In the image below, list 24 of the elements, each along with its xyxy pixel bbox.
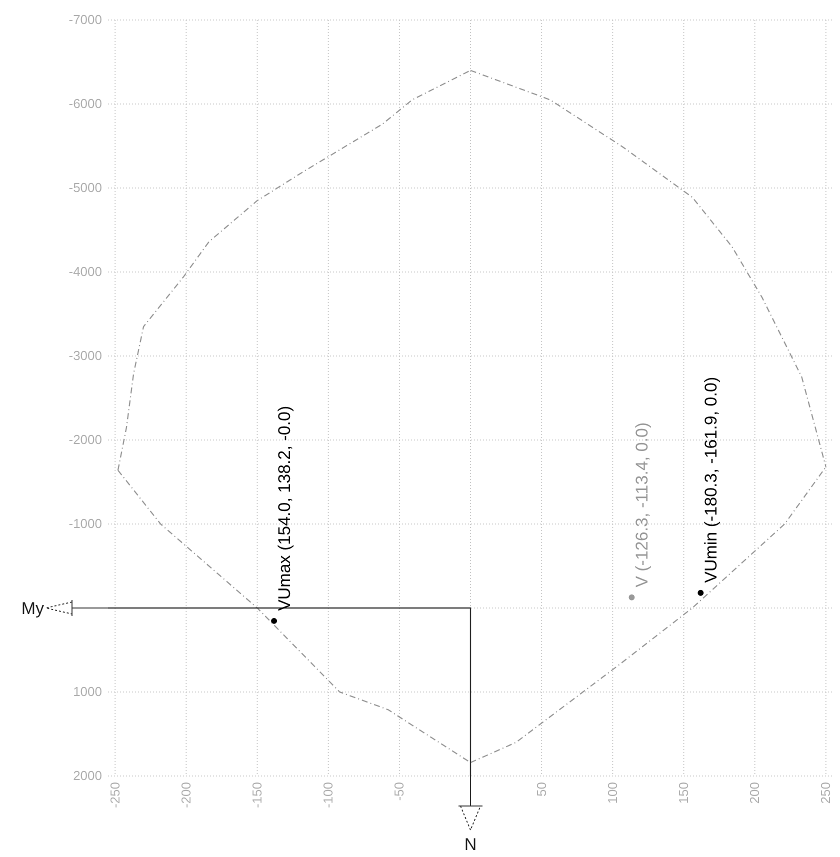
x-tick-label: 250 <box>818 782 834 804</box>
text: V (-126.3, -113.4, 0.0) <box>632 422 652 588</box>
x-tick-label: 50 <box>534 782 549 796</box>
x-tick-label: -100 <box>320 782 336 808</box>
x-tick-label: 150 <box>676 782 691 804</box>
x-tick-label: -150 <box>249 782 264 808</box>
text: VUmax (154.0, 138.2, -0.0) <box>274 406 294 611</box>
text: N <box>464 835 477 854</box>
y-tick-label: -1000 <box>68 516 102 532</box>
y-tick-label: 1000 <box>73 684 102 700</box>
x-tick-label: 100 <box>604 782 620 804</box>
x-tick-label: -200 <box>178 782 194 808</box>
text: My <box>21 598 44 618</box>
y-tick-label: 2000 <box>73 768 102 784</box>
y-tick-label: -4000 <box>68 264 102 280</box>
y-tick-label: -7000 <box>68 12 102 28</box>
y-tick-label: -6000 <box>68 96 102 112</box>
x-tick-label: -50 <box>392 782 407 801</box>
x-tick-label: 200 <box>746 782 762 804</box>
y-tick-label: -2000 <box>68 432 102 448</box>
text: VUmin (-180.3, -161.9, 0.0) <box>702 376 721 583</box>
y-tick-label: -3000 <box>68 348 102 364</box>
y-tick-label: -5000 <box>68 180 102 196</box>
x-tick-label: -250 <box>107 782 122 808</box>
